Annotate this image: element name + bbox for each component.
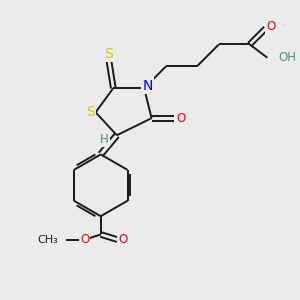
Text: OH: OH bbox=[278, 51, 296, 64]
Text: O: O bbox=[80, 233, 89, 246]
Text: O: O bbox=[118, 233, 128, 246]
Text: S: S bbox=[104, 47, 113, 61]
Text: O: O bbox=[176, 112, 186, 125]
Text: S: S bbox=[86, 105, 95, 119]
Text: O: O bbox=[266, 20, 276, 33]
Text: N: N bbox=[142, 79, 153, 93]
Text: H: H bbox=[100, 133, 109, 146]
Text: CH₃: CH₃ bbox=[37, 235, 58, 245]
